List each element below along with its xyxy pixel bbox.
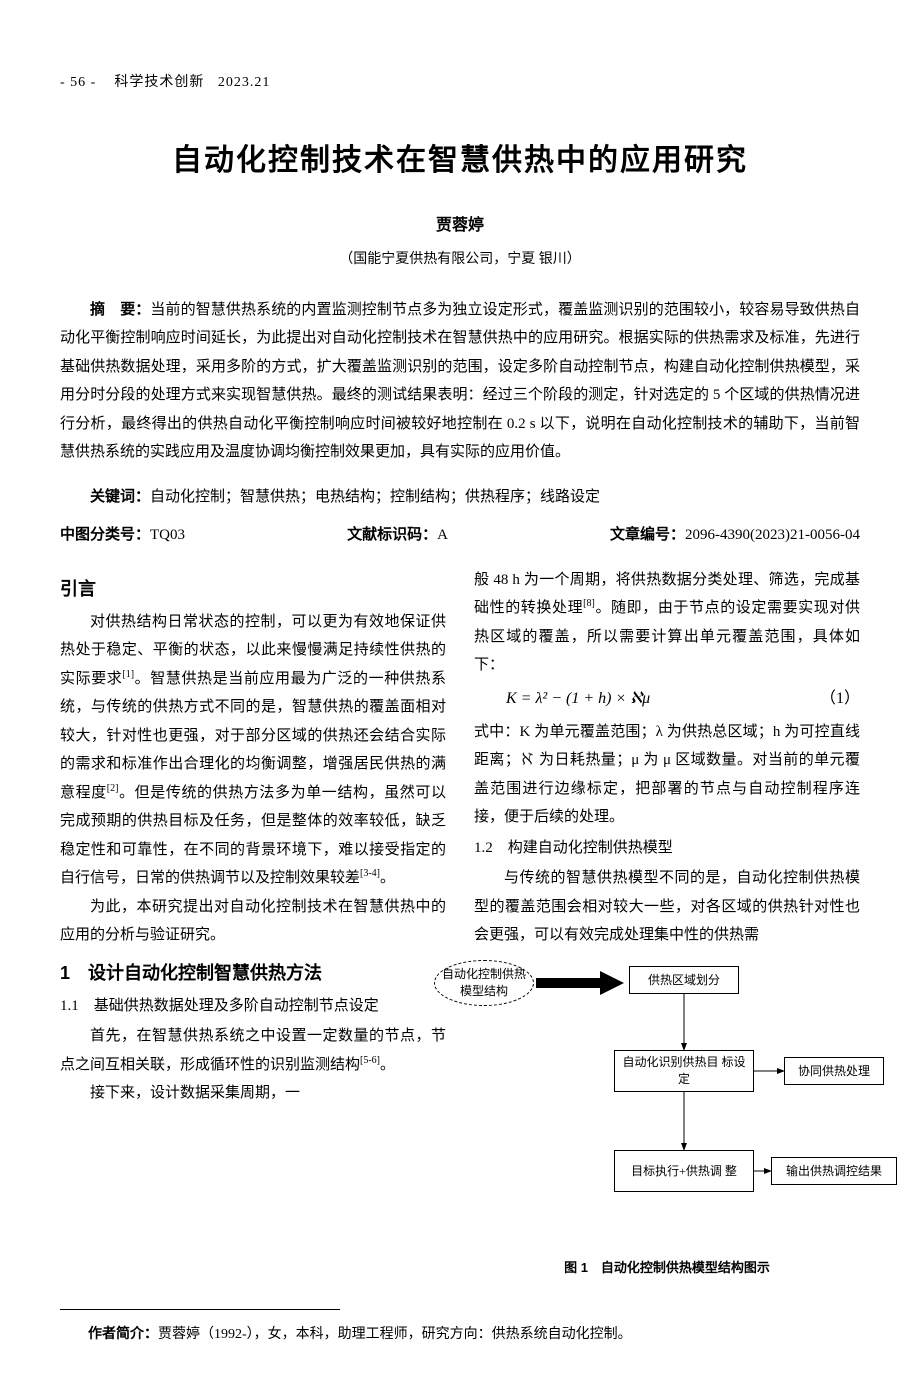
doc-code: 文献标识码：A xyxy=(347,521,448,550)
abstract-label: 摘 要： xyxy=(90,301,150,318)
article-id: 文章编号：2096-4390(2023)21-0056-04 xyxy=(610,521,860,550)
keywords-text: 自动化控制；智慧供热；电热结构；控制结构；供热程序；线路设定 xyxy=(150,489,600,505)
sec11-p1: 首先，在智慧供热系统之中设置一定数量的节点，节点之间互相关联，形成循环性的识别监… xyxy=(60,1022,446,1079)
page-number: - 56 - xyxy=(60,75,96,90)
intro-title: 引言 xyxy=(60,572,446,606)
sec12-p1: 与传统的智慧供热模型不同的是，自动化控制供热模型的覆盖范围会相对较大一些，对各区… xyxy=(474,864,860,950)
footer-divider xyxy=(60,1309,340,1310)
clc-label: 中图分类号： xyxy=(60,526,150,543)
figure-1: 自动化控制供热 模型结构供热区域划分自动化识别供热目 标设定协同供热处理目标执行… xyxy=(474,960,860,1281)
diagram: 自动化控制供热 模型结构供热区域划分自动化识别供热目 标设定协同供热处理目标执行… xyxy=(474,960,860,1250)
article-id-label: 文章编号： xyxy=(610,526,685,543)
sec11-p2: 接下来，设计数据采集周期，一 xyxy=(60,1079,446,1108)
issue: 2023.21 xyxy=(218,75,271,90)
abstract-text: 当前的智慧供热系统的内置监测控制节点多为独立设定形式，覆盖监测识别的范围较小，较… xyxy=(60,302,860,461)
formula-expr: K = λ² − (1 + h) × ℵμ xyxy=(506,684,650,714)
affiliation: （国能宁夏供热有限公司，宁夏 银川） xyxy=(60,247,860,274)
diagram-edges xyxy=(474,960,860,1250)
intro-p2: 为此，本研究提出对自动化控制技术在智慧供热中的应用的分析与验证研究。 xyxy=(60,893,446,950)
intro-p1: 对供热结构日常状态的控制，可以更为有效地保证供热处于稳定、平衡的状态，以此来慢慢… xyxy=(60,608,446,893)
main-content: 引言 对供热结构日常状态的控制，可以更为有效地保证供热处于稳定、平衡的状态，以此… xyxy=(60,566,860,1281)
diagram-node-n4: 目标执行+供热调 整 xyxy=(614,1150,754,1192)
keywords: 关键词：自动化控制；智慧供热；电热结构；控制结构；供热程序；线路设定 xyxy=(60,483,860,512)
abstract: 摘 要：当前的智慧供热系统的内置监测控制节点多为独立设定形式，覆盖监测识别的范围… xyxy=(60,296,860,467)
classification-row: 中图分类号：TQ03 文献标识码：A 文章编号：2096-4390(2023)2… xyxy=(60,521,860,550)
figure-caption: 图 1 自动化控制供热模型结构图示 xyxy=(474,1256,860,1281)
author-bio-text: 贾蓉婷（1992-），女，本科，助理工程师，研究方向：供热系统自动化控制。 xyxy=(158,1327,632,1342)
diagram-node-n5: 输出供热调控结果 xyxy=(771,1157,897,1185)
right-column: 般 48 h 为一个周期，将供热数据分类处理、筛选，完成基础性的转换处理[8]。… xyxy=(474,566,860,1281)
right-p2: 式中：K 为单元覆盖范围；λ 为供热总区域；h 为可控直线距离；ℵ 为日耗热量；… xyxy=(474,718,860,832)
doc-code-value: A xyxy=(437,527,448,543)
diagram-node-root: 自动化控制供热 模型结构 xyxy=(434,960,534,1006)
diagram-node-n1: 供热区域划分 xyxy=(629,966,739,994)
keywords-label: 关键词： xyxy=(90,488,150,505)
author-bio: 作者简介：贾蓉婷（1992-），女，本科，助理工程师，研究方向：供热系统自动化控… xyxy=(60,1320,860,1349)
doc-code-label: 文献标识码： xyxy=(347,526,437,543)
clc-value: TQ03 xyxy=(150,527,185,543)
sec12-title: 1.2 构建自动化控制供热模型 xyxy=(474,834,860,863)
page-header: - 56 - 科学技术创新 2023.21 xyxy=(60,70,860,97)
diagram-node-n2: 自动化识别供热目 标设定 xyxy=(614,1050,754,1092)
clc: 中图分类号：TQ03 xyxy=(60,521,185,550)
formula-num: （1） xyxy=(820,684,860,714)
article-id-value: 2096-4390(2023)21-0056-04 xyxy=(685,527,860,543)
sec11-title: 1.1 基础供热数据处理及多阶自动控制节点设定 xyxy=(60,992,446,1021)
sec1-title: 1 设计自动化控制智慧供热方法 xyxy=(60,956,446,990)
paper-title: 自动化控制技术在智慧供热中的应用研究 xyxy=(60,132,860,189)
author-name: 贾蓉婷 xyxy=(60,211,860,241)
formula-1: K = λ² − (1 + h) × ℵμ （1） xyxy=(506,684,860,714)
diagram-node-n3: 协同供热处理 xyxy=(784,1057,884,1085)
journal-name: 科学技术创新 xyxy=(114,75,204,90)
right-p1: 般 48 h 为一个周期，将供热数据分类处理、筛选，完成基础性的转换处理[8]。… xyxy=(474,566,860,680)
left-column: 引言 对供热结构日常状态的控制，可以更为有效地保证供热处于稳定、平衡的状态，以此… xyxy=(60,566,446,1281)
author-bio-label: 作者简介： xyxy=(88,1325,158,1341)
